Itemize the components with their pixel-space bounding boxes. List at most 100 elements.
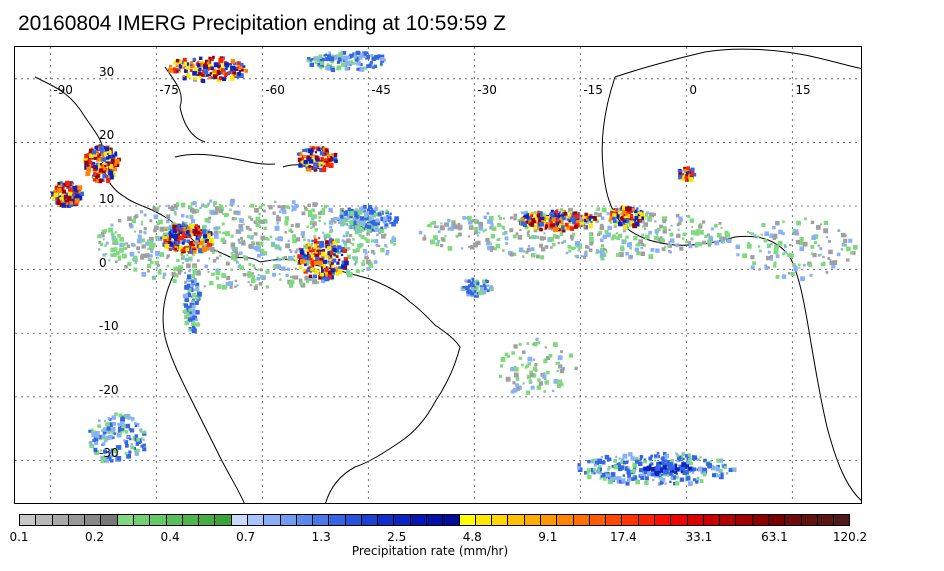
precip-cell-moderate bbox=[326, 66, 331, 71]
precip-cell-light bbox=[177, 268, 182, 273]
precip-cell-moderate bbox=[670, 459, 674, 463]
precip-cell-moderate bbox=[387, 217, 390, 220]
precip-cell-heavy bbox=[297, 254, 302, 259]
precip-cell-moderate bbox=[627, 466, 630, 469]
precip-cell-light bbox=[560, 350, 563, 353]
precip-cell-moderate bbox=[637, 461, 643, 466]
precip-cell-moderate bbox=[650, 467, 656, 472]
precip-cell-light bbox=[544, 380, 549, 385]
precip-cell-light bbox=[509, 252, 514, 257]
precip-cell-light bbox=[247, 281, 250, 284]
precip-cell-moderate bbox=[94, 450, 99, 456]
precip-cell-light bbox=[810, 244, 815, 249]
precip-cell-light bbox=[599, 253, 605, 258]
precip-cell-heavy bbox=[189, 61, 194, 65]
precip-cell-moderate bbox=[349, 211, 354, 216]
precip-cell-heavy bbox=[205, 237, 210, 241]
precip-cell-light bbox=[98, 248, 101, 251]
precip-cell-moderate bbox=[387, 220, 390, 223]
precip-cell-moderate bbox=[658, 467, 664, 473]
precip-cell-moderate bbox=[590, 459, 594, 463]
precip-cell-moderate bbox=[341, 56, 346, 60]
precip-cell-heavy bbox=[197, 225, 200, 229]
precip-cell-light bbox=[131, 258, 135, 261]
precip-cell-moderate bbox=[685, 454, 689, 458]
precip-cell-heavy bbox=[319, 262, 322, 265]
precip-cell-heavy bbox=[182, 75, 185, 78]
precip-cell-moderate bbox=[718, 474, 724, 480]
precip-cell-light bbox=[239, 265, 244, 271]
precip-cell-heavy bbox=[95, 155, 100, 160]
precip-cell-heavy bbox=[207, 241, 210, 244]
precip-cell-heavy bbox=[634, 215, 639, 220]
precip-cell-light bbox=[510, 389, 515, 394]
precip-cell-light bbox=[599, 247, 605, 253]
precip-cell-heavy bbox=[338, 266, 343, 271]
precip-cell-moderate bbox=[662, 465, 667, 470]
precip-cell-light bbox=[675, 213, 680, 218]
precip-cell-heavy bbox=[114, 163, 117, 166]
precip-cell-moderate bbox=[191, 313, 196, 318]
precip-cell-heavy bbox=[99, 154, 102, 157]
precip-cell-light bbox=[393, 243, 396, 246]
precip-cell-light bbox=[259, 249, 262, 252]
precip-cell-heavy bbox=[201, 73, 205, 77]
precip-cell-light bbox=[601, 244, 605, 248]
precip-cell-light bbox=[513, 372, 519, 378]
precip-cell-light bbox=[533, 235, 538, 239]
precip-cell-light bbox=[170, 206, 175, 211]
precip-cell-light bbox=[435, 242, 440, 247]
precip-cell-moderate bbox=[104, 455, 107, 459]
precip-cell-moderate bbox=[103, 438, 108, 443]
precip-cell-light bbox=[238, 241, 242, 244]
precip-cell-light bbox=[291, 205, 297, 211]
precip-cell-moderate bbox=[643, 458, 646, 461]
precip-cell-light bbox=[660, 238, 665, 243]
precip-cell-heavy bbox=[72, 186, 78, 191]
precip-cell-moderate bbox=[473, 290, 477, 293]
precip-cell-moderate bbox=[586, 468, 591, 473]
precip-cell-heavy bbox=[535, 217, 539, 221]
precip-cell-light bbox=[521, 363, 524, 367]
precip-cell-heavy bbox=[633, 209, 638, 213]
precip-cell-light bbox=[156, 256, 159, 259]
precip-cell-heavy bbox=[587, 214, 590, 217]
precip-cell-moderate bbox=[127, 435, 130, 438]
precip-cell-moderate bbox=[191, 304, 195, 308]
precip-cell-heavy bbox=[69, 181, 73, 185]
precip-cell-light bbox=[136, 238, 142, 244]
precip-cell-moderate bbox=[184, 284, 190, 290]
precip-cell-light bbox=[486, 212, 490, 215]
precip-cell-moderate bbox=[624, 466, 630, 471]
precip-cell-moderate bbox=[388, 213, 391, 217]
precip-cell-light bbox=[585, 245, 589, 249]
precip-cell-heavy bbox=[678, 172, 682, 176]
precip-cell-light bbox=[345, 231, 349, 235]
precip-cell-moderate bbox=[686, 464, 689, 468]
precip-cell-light bbox=[526, 232, 529, 235]
precip-cell-light bbox=[112, 237, 118, 243]
precip-cell-light bbox=[798, 266, 801, 269]
precip-cell-heavy bbox=[237, 71, 241, 76]
precip-cell-moderate bbox=[186, 292, 192, 298]
precip-cell-light bbox=[290, 224, 294, 227]
coastline-north-america bbox=[34, 76, 261, 263]
precip-cell-light bbox=[690, 237, 694, 241]
precip-cell-heavy bbox=[165, 242, 168, 246]
precip-cell-heavy bbox=[318, 252, 322, 255]
precip-cell-heavy bbox=[329, 255, 333, 258]
precip-cell-heavy bbox=[619, 207, 623, 211]
precip-cell-light bbox=[355, 269, 360, 273]
precip-cell-heavy bbox=[333, 157, 338, 162]
precip-cell-light bbox=[499, 374, 503, 378]
precip-cell-heavy bbox=[168, 233, 174, 239]
precip-cell-heavy bbox=[217, 72, 220, 75]
precip-cell-light bbox=[589, 236, 594, 242]
precip-cell-moderate bbox=[339, 214, 344, 219]
precip-cell-light bbox=[518, 342, 522, 346]
precip-cell-heavy bbox=[539, 227, 543, 232]
precip-cell-light bbox=[568, 353, 573, 358]
precip-cell-light bbox=[220, 237, 225, 242]
precip-cell-moderate bbox=[635, 459, 639, 464]
precip-cell-heavy bbox=[320, 164, 323, 167]
